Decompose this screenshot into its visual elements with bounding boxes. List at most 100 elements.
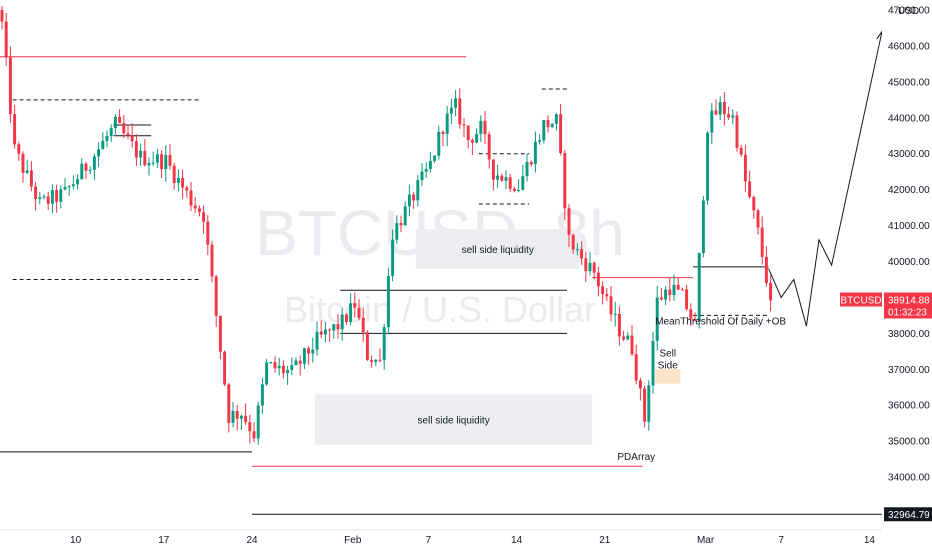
candle-body: [185, 187, 189, 191]
candle-body: [500, 175, 504, 181]
candle-body: [344, 314, 348, 322]
sell-side-liquidity-zone: [315, 394, 593, 445]
candle-body: [412, 194, 416, 201]
candle-body: [76, 179, 80, 185]
candle-body: [701, 200, 705, 253]
candle-body: [433, 155, 437, 161]
zone-label: sell side liquidity: [417, 416, 489, 427]
candle-body: [630, 335, 634, 355]
candle-body: [353, 303, 357, 308]
candle-body: [475, 133, 479, 143]
candle-body: [466, 125, 470, 140]
price-tick-label: 38000.00: [888, 329, 930, 340]
candle-body: [601, 286, 605, 295]
time-axis[interactable]: 10 17 24 Feb 7 14 21 Mar 7 14: [0, 529, 882, 546]
price-tick-label: 36000.00: [888, 401, 930, 412]
annotation-text: PDArray: [617, 452, 655, 463]
candle-body: [735, 115, 739, 148]
candle-body: [727, 114, 731, 118]
sell-side-label-line: Sell: [659, 349, 676, 360]
overlay: MeanThreshold Of Daily +OB PDArray Sell Sid…: [617, 30, 885, 463]
candle-body: [697, 252, 701, 321]
candle-body: [227, 384, 231, 423]
candle-body: [739, 147, 743, 155]
candle-body: [25, 170, 29, 173]
price-tick-label: 43000.00: [888, 149, 930, 160]
candle-body: [139, 150, 143, 158]
candle-body: [164, 155, 168, 170]
candle-body: [71, 184, 75, 187]
candle-body: [685, 289, 689, 310]
candle-body: [59, 189, 63, 202]
candle-body: [655, 297, 659, 341]
candle-body: [706, 132, 710, 201]
candle-body: [382, 327, 386, 360]
candle-body: [374, 359, 378, 362]
candle-body: [651, 340, 655, 386]
candle-body: [172, 165, 176, 183]
candle-body: [416, 180, 420, 201]
candle-body: [609, 296, 613, 315]
candle-body: [210, 244, 214, 277]
candle-body: [760, 227, 764, 257]
candle-body: [130, 135, 134, 142]
candle-body: [189, 190, 193, 206]
candle-body: [223, 351, 227, 385]
last-price-value: 38914.88: [888, 295, 930, 306]
candle-body: [550, 123, 554, 128]
candle-body: [323, 329, 327, 335]
candle-body: [428, 160, 432, 169]
candle-body: [244, 415, 248, 423]
candle-body: [664, 289, 668, 300]
candle-body: [743, 154, 747, 182]
candle-body: [689, 309, 693, 319]
candle-body: [307, 348, 311, 354]
candle-body: [176, 178, 180, 183]
candle-body: [147, 163, 151, 166]
candle-body: [38, 197, 42, 199]
candle-body: [252, 431, 256, 439]
symbol-tag-text: BTCUSD: [840, 295, 881, 306]
candle-body: [458, 98, 462, 125]
candle-body: [328, 329, 332, 331]
candle-body: [197, 208, 201, 213]
candle-body: [546, 120, 550, 128]
candle-body: [580, 249, 584, 259]
candle-body: [21, 153, 25, 173]
candle-body: [407, 194, 411, 207]
candle-body: [105, 135, 109, 141]
candle-body: [559, 114, 563, 154]
candle-body: [563, 153, 567, 209]
candle-body: [269, 362, 273, 364]
candle-body: [487, 134, 491, 160]
candle-body: [63, 187, 67, 190]
price-tick-label: 42000.00: [888, 185, 930, 196]
price-axis[interactable]: 34000.00 35000.00 36000.00 37000.00 38000.00…: [882, 0, 932, 550]
candle-body: [248, 422, 252, 432]
candle-body: [714, 110, 718, 115]
candle-body: [680, 289, 684, 291]
candle-body: [168, 155, 172, 166]
candle-body: [386, 275, 390, 328]
candle-body: [529, 162, 533, 165]
candle-body: [449, 107, 453, 114]
candle-body: [315, 331, 319, 350]
candle-body: [84, 163, 88, 171]
candle-body: [420, 171, 424, 181]
candle-body: [693, 318, 697, 321]
candle-body: [155, 154, 159, 163]
candle-body: [239, 415, 243, 419]
time-tick-label: 17: [158, 535, 170, 546]
candle-body: [357, 307, 361, 318]
candle-body: [441, 131, 445, 134]
candle-body: [340, 314, 344, 330]
candle-body: [80, 163, 84, 180]
sell-side-label-line: Side: [658, 361, 678, 372]
candle-body: [571, 234, 575, 250]
candle-body: [659, 297, 663, 300]
countdown-value: 01:32:23: [888, 307, 927, 318]
candle-body: [218, 315, 222, 352]
candle-body: [277, 365, 281, 369]
